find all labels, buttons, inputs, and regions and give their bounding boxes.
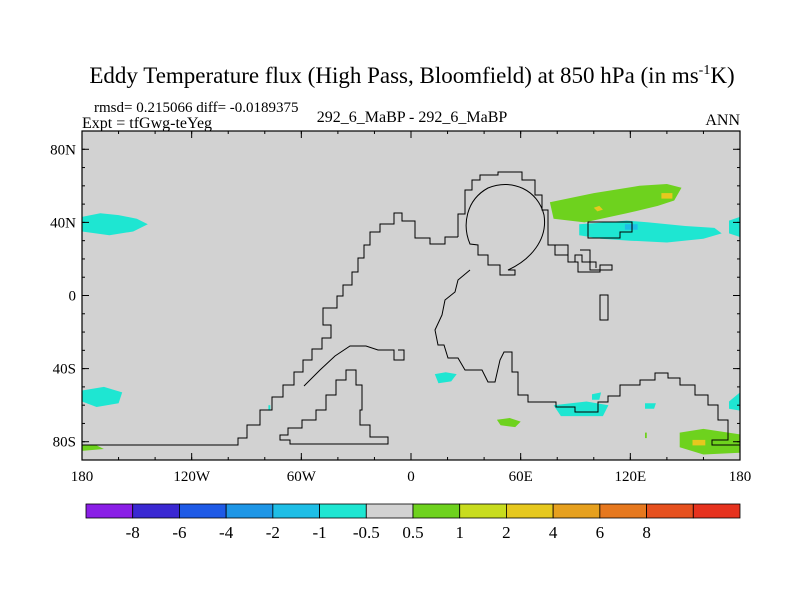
field-patch-13 (549, 184, 682, 223)
colorbar-swatch-12 (646, 503, 694, 519)
field-patch-14 (661, 193, 673, 199)
coast-island-small (599, 294, 609, 321)
field-patch-10 (679, 428, 740, 455)
colorbar-swatch-11 (599, 503, 647, 519)
field-patch-16 (579, 220, 722, 243)
coast-mediterranean-loop (465, 183, 546, 276)
colorbar-label-3: -2 (266, 523, 280, 542)
left-label: Expt = tfGwg-teYeg (82, 115, 212, 132)
map-background (82, 131, 740, 460)
field-patch-17 (624, 224, 638, 230)
y-axis: 80N 40N 0 40S 80S (50, 142, 740, 451)
y-tick-label-3: 40S (53, 362, 76, 378)
colorbar-label-2: -4 (219, 523, 234, 542)
colorbar-label-1: -6 (172, 523, 186, 542)
field-patch-11 (692, 439, 706, 446)
colorbar-label-4: -1 (312, 523, 326, 542)
colorbar-label-7: 1 (455, 523, 464, 542)
x-tick-label-2: 60W (287, 469, 317, 485)
colorbar-swatch-5 (319, 503, 367, 519)
field-patch-0 (82, 213, 148, 236)
colorbar-label-10: 6 (596, 523, 605, 542)
colorbar-swatch-6 (365, 503, 414, 519)
coast-central-america (303, 345, 405, 387)
field-patch-15 (593, 205, 603, 212)
colorbar-label-5: -0.5 (353, 523, 380, 542)
colorbar-swatch-8 (459, 503, 507, 519)
right-label: ANN (705, 112, 740, 129)
x-tick-label-5: 120E (614, 469, 646, 485)
coast-japan-box (587, 221, 633, 239)
field-patch-5 (496, 418, 521, 428)
field-patch-9 (729, 392, 740, 411)
colorbar-swatch-3 (225, 503, 274, 519)
x-axis: 180 120W 60W 0 60E 120E 180 (71, 131, 752, 485)
colorbar-label-11: 8 (642, 523, 651, 542)
field-patch-12 (645, 432, 647, 439)
chart-title-main: Eddy Temperature flux (High Pass, Bloomf… (89, 63, 698, 88)
chart-title-sup: -1 (699, 63, 711, 78)
field-patch-4 (434, 372, 457, 384)
stats-line: rmsd= 0.215066 diff= -0.0189375 (94, 100, 299, 116)
x-tick-label-6: 180 (729, 469, 752, 485)
colorbar-label-9: 4 (549, 523, 558, 542)
colorbar-label-6: 0.5 (402, 523, 423, 542)
y-tick-label-4: 80S (53, 435, 76, 451)
colorbar-swatch-2 (179, 503, 227, 519)
field-patch-2 (82, 445, 104, 451)
coast-east-asia (548, 244, 597, 268)
x-tick-label-3: 0 (407, 469, 415, 485)
colorbar-swatch-9 (506, 503, 554, 519)
x-tick-label-1: 120W (173, 469, 211, 485)
field-patch-7 (592, 392, 602, 400)
coast-north-america (82, 212, 458, 446)
x-tick-label-4: 60E (509, 469, 533, 485)
coastlines (82, 171, 740, 446)
x-tick-label-0: 180 (71, 469, 94, 485)
colorbar-swatch-0 (85, 503, 134, 519)
coast-africa (434, 269, 740, 446)
chart-title: Eddy Temperature flux (High Pass, Bloomf… (89, 63, 734, 88)
y-tick-label-0: 80N (50, 142, 76, 158)
coast-south-america (279, 369, 389, 445)
colorbar-swatch-7 (412, 503, 461, 519)
y-tick-label-1: 40N (50, 215, 76, 231)
field-patch-8 (645, 403, 656, 409)
field-patch-1 (82, 386, 123, 407)
chart-title-end: K) (710, 63, 734, 88)
colorbar-label-8: 2 (502, 523, 511, 542)
colorbar: -8 -6 -4 -2 -1 -0.5 0.5 1 2 4 6 8 (85, 503, 741, 542)
colorbar-swatch-4 (272, 503, 320, 519)
colorbar-label-0: -8 (126, 523, 140, 542)
field-patch-3 (268, 405, 271, 411)
colorbar-swatch-10 (552, 503, 601, 519)
colorbar-swatch-1 (132, 503, 180, 519)
colorbar-swatch-13 (692, 503, 741, 519)
y-tick-label-2: 0 (69, 289, 77, 305)
center-label: 292_6_MaBP - 292_6_MaBP (317, 109, 508, 126)
